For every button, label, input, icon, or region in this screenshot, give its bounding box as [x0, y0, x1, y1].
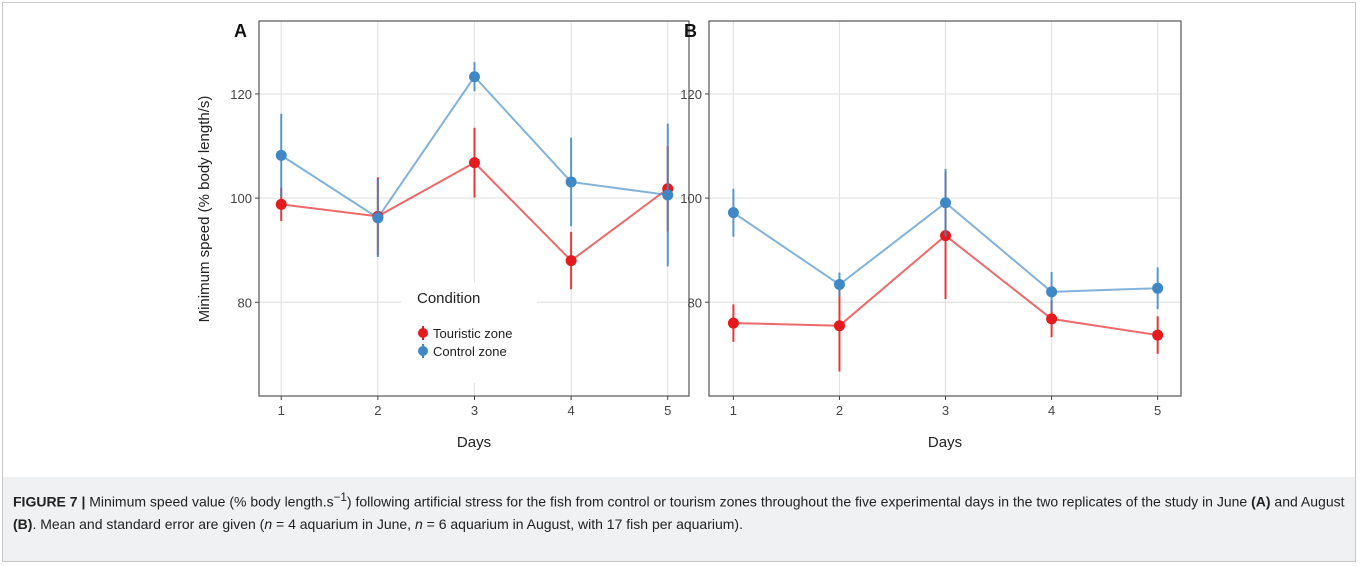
- x-tick-label: 5: [664, 403, 671, 418]
- x-tick-label: 1: [278, 403, 285, 418]
- legend-marker: [418, 346, 428, 356]
- y-tick-label: 120: [680, 87, 702, 102]
- x-tick-label: 1: [730, 403, 737, 418]
- point: [833, 320, 845, 332]
- caption-text: −1: [333, 491, 347, 504]
- y-tick-label: 80: [688, 295, 702, 310]
- point: [468, 71, 480, 83]
- x-tick-label: 4: [567, 403, 574, 418]
- y-tick-label: 100: [680, 191, 702, 206]
- point: [275, 149, 287, 161]
- plot-border: [708, 20, 1182, 397]
- caption: FIGURE 7 | Minimum speed value (% body l…: [3, 477, 1355, 561]
- legend-title: Condition: [417, 290, 480, 307]
- chart: 80 100 120 1 2 3 4 5 Days Minimum speed (% body l…: [196, 20, 1182, 451]
- caption-text: = 6 aquarium in August, with 17 fish per…: [422, 515, 743, 532]
- caption-text: and August: [1270, 493, 1345, 510]
- point: [1152, 329, 1164, 341]
- point: [372, 212, 384, 224]
- legend-marker: [418, 328, 428, 338]
- point: [727, 207, 739, 219]
- x-tick-label: 2: [374, 403, 381, 418]
- y-tick-label: 80: [238, 295, 252, 310]
- panel-label: A: [234, 21, 247, 41]
- legend-label: Touristic zone: [433, 326, 512, 341]
- point: [1152, 282, 1164, 294]
- caption-text: = 4 aquarium in June,: [272, 515, 415, 532]
- x-axis-label: Days: [457, 434, 491, 451]
- point: [727, 317, 739, 329]
- point: [662, 189, 674, 201]
- caption-label: FIGURE 7 |: [13, 493, 86, 510]
- point: [1046, 313, 1058, 325]
- x-tick-label: 5: [1154, 403, 1161, 418]
- caption-text: n: [414, 515, 423, 532]
- point: [940, 197, 952, 209]
- x-tick-label: 4: [1048, 403, 1055, 418]
- x-tick-label: 2: [836, 403, 843, 418]
- y-axis-label: Minimum speed (% body length/s): [196, 96, 213, 323]
- caption-text: ) following artificial stress for the fi…: [346, 493, 1252, 510]
- y-tick-label: 100: [230, 191, 252, 206]
- caption-text: n: [264, 515, 273, 532]
- point: [468, 157, 480, 169]
- point: [833, 279, 845, 291]
- x-tick-label: 3: [471, 403, 478, 418]
- y-tick-label: 120: [230, 87, 252, 102]
- caption-text: Minimum speed value (% body length.s: [85, 493, 334, 510]
- x-tick-label: 3: [942, 403, 949, 418]
- point: [1046, 286, 1058, 298]
- point: [565, 176, 577, 188]
- caption-text: (A): [1251, 493, 1271, 510]
- caption-text: . Mean and standard error are given (: [32, 515, 265, 532]
- legend-label: Control zone: [433, 344, 507, 359]
- panel-label: B: [684, 21, 697, 41]
- x-axis-label: Days: [928, 434, 962, 451]
- point: [565, 255, 577, 267]
- point: [275, 198, 287, 210]
- caption-text: (B): [13, 515, 33, 532]
